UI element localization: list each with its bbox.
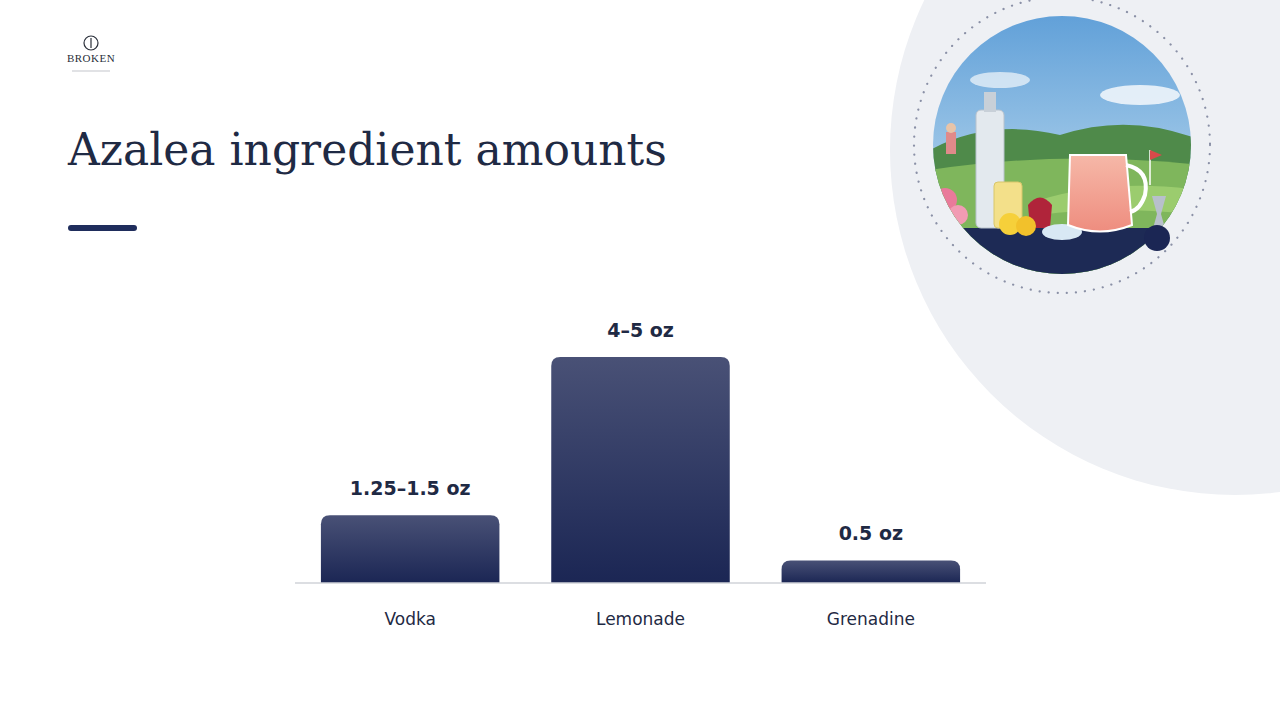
logo: BROKEN: [67, 36, 115, 71]
title-underline: [68, 225, 137, 231]
logo-rule: [72, 71, 110, 72]
accent-dot: [1144, 225, 1170, 251]
x-axis-line: [295, 582, 986, 584]
bg-circle: [890, 0, 1280, 495]
category-label: Grenadine: [827, 609, 915, 629]
bar: [551, 357, 730, 583]
cloud: [970, 72, 1030, 88]
logo-emblem-mark: [90, 38, 91, 48]
person: [946, 132, 956, 154]
data-label: 1.25–1.5 oz: [350, 477, 471, 499]
logo-text: BROKEN: [67, 52, 115, 64]
logo-emblem: [84, 36, 98, 50]
title: Azalea ingredient amounts: [67, 124, 667, 175]
dotted-ring: [914, 0, 1210, 293]
bottle-neck: [984, 92, 996, 112]
cloud: [1100, 85, 1180, 105]
lemon: [1016, 216, 1036, 236]
azalea: [948, 205, 968, 225]
pitcher: [1068, 155, 1132, 232]
data-label: 0.5 oz: [839, 522, 903, 544]
pitcher-handle: [1126, 165, 1146, 212]
person-head: [946, 123, 956, 133]
azalea: [931, 216, 949, 234]
flag: [1150, 150, 1162, 160]
bar: [321, 515, 500, 583]
bars: [321, 357, 960, 583]
sky: [930, 10, 1200, 280]
category-label: Vodka: [384, 609, 435, 629]
data-label: 4–5 oz: [607, 319, 674, 341]
category-label: Lemonade: [596, 609, 685, 629]
bar: [782, 560, 961, 583]
illustration: [930, 10, 1200, 288]
slide: BROKEN Azalea ingredient amounts 1.25–1.5 …: [0, 0, 1280, 720]
